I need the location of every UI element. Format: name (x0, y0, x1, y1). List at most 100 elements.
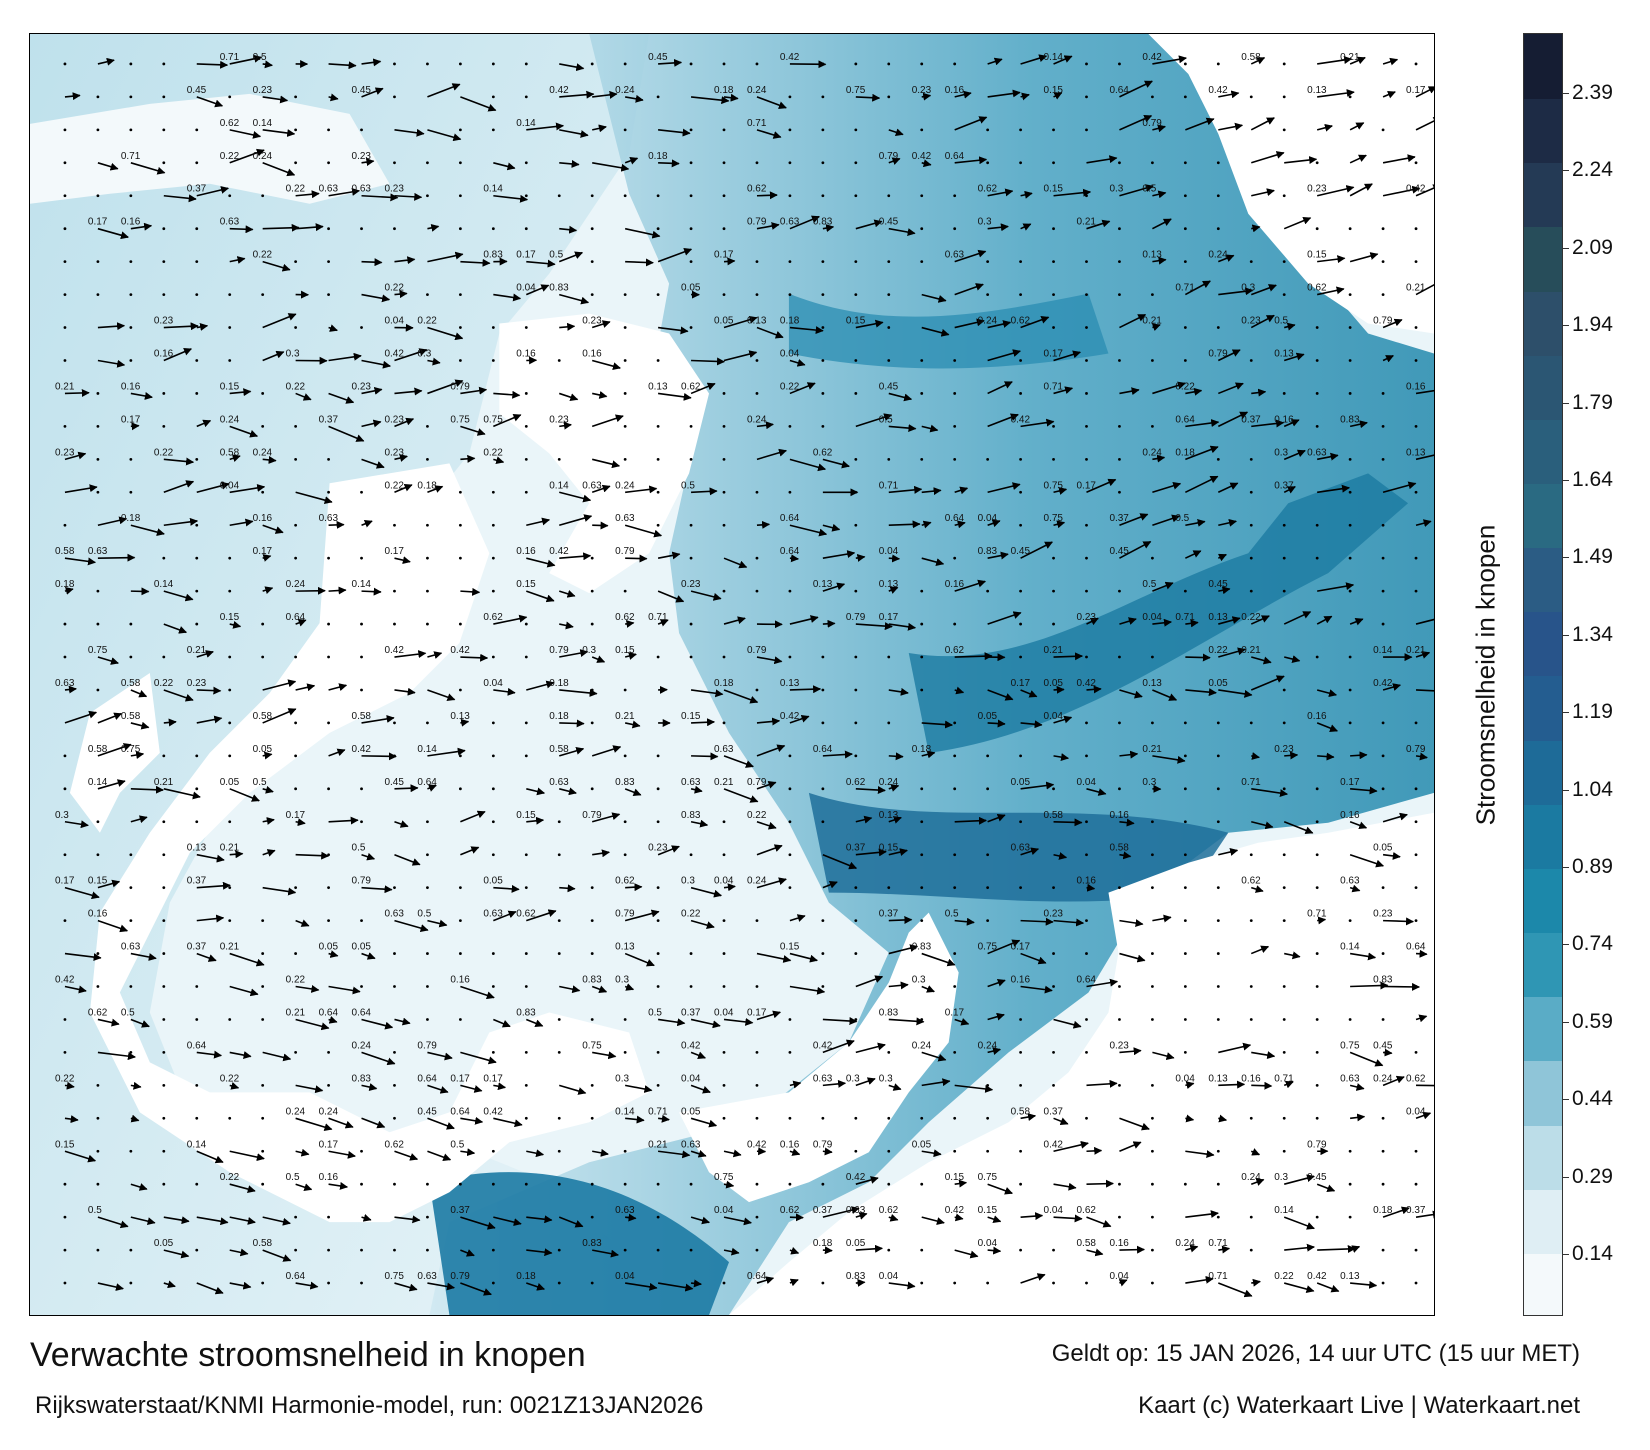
grid-dot (1118, 457, 1121, 461)
grid-dot (1282, 62, 1286, 66)
current-arrow (1119, 617, 1137, 625)
grid-dot (426, 622, 429, 626)
grid-dot (920, 62, 924, 66)
speed-label: 0.63 (220, 217, 240, 228)
grid-dot (1414, 424, 1418, 428)
legend-band (1524, 803, 1562, 869)
current-arrow (624, 652, 637, 660)
current-arrow (1053, 1018, 1082, 1029)
current-arrow (1053, 715, 1073, 724)
current-arrow (1415, 949, 1428, 958)
grid-dot (129, 853, 133, 857)
grid-dot (623, 392, 627, 395)
speed-label: 0.64 (417, 1073, 437, 1084)
current-arrow (1283, 216, 1312, 230)
grid-dot (953, 194, 957, 198)
current-arrow (559, 746, 585, 757)
current-arrow (690, 1084, 711, 1094)
speed-label: 0.5 (945, 909, 959, 920)
grid-dot (294, 128, 298, 132)
speed-label: 0.64 (450, 1106, 470, 1117)
current-arrow (921, 1051, 947, 1062)
current-arrow (789, 326, 824, 335)
current-arrow (1086, 1146, 1103, 1155)
current-arrow (394, 1017, 411, 1026)
grid-dot (1019, 293, 1022, 296)
grid-dot (1282, 721, 1286, 725)
grid-dot (129, 919, 133, 923)
grid-dot (360, 1182, 363, 1186)
current-arrow (822, 1147, 833, 1156)
grid-dot (755, 985, 759, 988)
grid-dot (1151, 359, 1154, 362)
current-arrow (64, 820, 89, 829)
grid-dot (1381, 523, 1385, 527)
grid-dot (129, 1281, 133, 1285)
current-arrow (954, 1084, 994, 1093)
grid-dot (1151, 721, 1154, 725)
current-arrow (229, 1281, 252, 1290)
grid-dot (327, 1215, 330, 1219)
grid-dot (360, 655, 363, 659)
speed-label: 0.24 (1208, 250, 1228, 261)
grid-dot (426, 194, 429, 198)
current-arrow (1053, 1182, 1077, 1191)
grid-dot (1282, 787, 1286, 791)
current-arrow (130, 422, 140, 431)
current-arrow (1382, 683, 1402, 691)
speed-label: 0.24 (319, 1106, 339, 1117)
grid-dot (1315, 1051, 1319, 1054)
current-arrow (493, 910, 517, 922)
current-arrow (64, 484, 98, 494)
current-arrow (954, 1249, 979, 1259)
current-arrow (229, 54, 263, 65)
current-arrow (954, 1179, 968, 1188)
current-arrow (1316, 185, 1355, 197)
speed-label: 0.63 (417, 1271, 437, 1282)
grid-dot (689, 1182, 693, 1186)
speed-label: 0.23 (55, 447, 75, 458)
current-arrow (657, 619, 669, 627)
grid-dot (557, 1051, 561, 1054)
current-arrow (855, 1176, 879, 1185)
grid-dot (1414, 1051, 1418, 1054)
current-arrow (888, 752, 904, 761)
grid-dot (854, 589, 858, 593)
grid-dot (1282, 293, 1286, 296)
grid-dot (1183, 1182, 1187, 1186)
current-arrow (624, 788, 642, 797)
speed-label: 0.62 (846, 777, 866, 788)
grid-dot (590, 919, 594, 923)
current-arrow (591, 745, 622, 757)
speed-label: 0.23 (187, 678, 207, 689)
grid-dot (1085, 556, 1088, 560)
speed-label: 0.14 (1274, 1205, 1294, 1216)
speed-label: 0.15 (516, 579, 536, 590)
current-arrow (64, 1115, 79, 1124)
grid-dot (755, 1248, 759, 1252)
current-arrow (822, 582, 846, 592)
speed-label: 0.18 (648, 151, 668, 162)
speed-label: 0.21 (286, 1007, 306, 1018)
current-arrow (130, 815, 148, 824)
grid-dot (228, 95, 232, 99)
grid-dot (1249, 1116, 1253, 1120)
grid-dot (1085, 392, 1088, 395)
current-arrow (625, 258, 654, 267)
current-arrow (690, 382, 716, 395)
speed-label: 0.23 (1373, 909, 1393, 920)
speed-label: 0.62 (1241, 876, 1261, 887)
current-arrow (1053, 918, 1085, 927)
current-arrow (1382, 1048, 1393, 1057)
current-arrow (1251, 752, 1260, 760)
current-arrow (624, 720, 641, 729)
grid-dot (1315, 326, 1319, 329)
speed-label: 0.62 (813, 447, 833, 458)
speed-label: 0.15 (978, 1205, 998, 1216)
grid-dot (1183, 227, 1187, 231)
grid-dot (96, 688, 100, 692)
current-speed-map[interactable]: 0.71 0.5 0.45 0.42 0.14 0.42 0.58 0.21 0.45 0.23 0… (29, 33, 1435, 1316)
grid-dot (689, 424, 693, 428)
grid-dot (953, 721, 957, 725)
speed-label: 0.79 (549, 645, 569, 656)
